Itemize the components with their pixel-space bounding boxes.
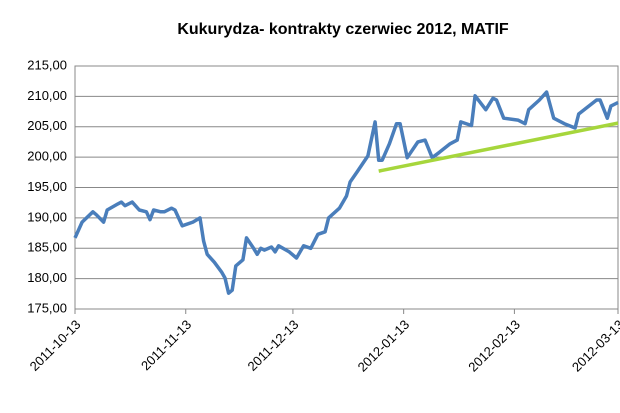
x-tick-label: 2011-12-13: [245, 317, 302, 374]
x-tick-label: 2012-03-13: [569, 317, 620, 375]
y-tick-label: 215,00: [27, 57, 67, 72]
data-line: [73, 90, 619, 295]
x-tick-label: 2012-02-13: [465, 317, 523, 375]
chart-title: Kukurydza- kontrakty czerwiec 2012, MATI…: [177, 21, 509, 38]
y-tick-label: 175,00: [27, 300, 67, 315]
x-tick-label: 2012-01-13: [355, 317, 413, 375]
y-tick-label: 185,00: [27, 240, 67, 255]
y-tick-label: 210,00: [27, 88, 67, 103]
y-tick-label: 190,00: [27, 209, 67, 224]
x-tick-label: 2011-11-13: [138, 317, 194, 373]
data-line: [378, 121, 619, 173]
plot-border: [74, 65, 619, 310]
y-tick-label: 195,00: [27, 179, 67, 194]
y-tick-label: 205,00: [27, 118, 67, 133]
y-tick-label: 200,00: [27, 149, 67, 164]
x-tick-label: 2011-10-13: [27, 317, 84, 374]
y-tick-label: 180,00: [27, 270, 67, 285]
